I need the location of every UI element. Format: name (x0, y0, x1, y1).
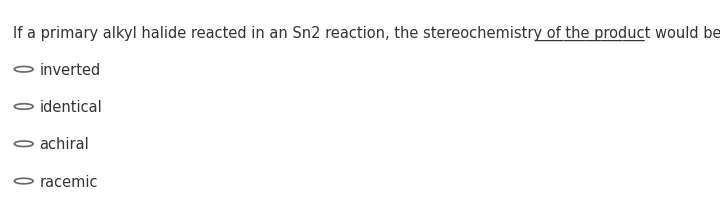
Text: identical: identical (40, 100, 102, 115)
Text: achiral: achiral (40, 137, 89, 152)
Text: racemic: racemic (40, 175, 98, 190)
Text: inverted: inverted (40, 63, 101, 78)
Text: If a primary alkyl halide reacted in an Sn2 reaction, the stereochemistry of the: If a primary alkyl halide reacted in an … (13, 26, 720, 40)
Text: _______________: _______________ (534, 26, 645, 40)
